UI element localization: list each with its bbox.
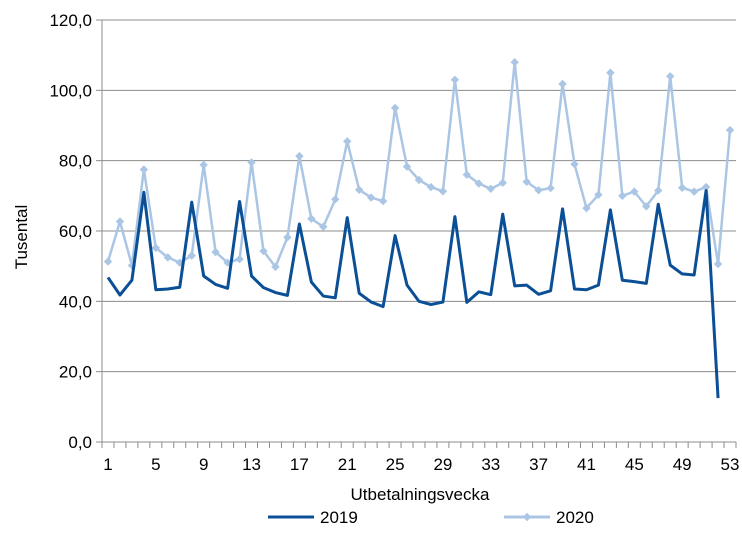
x-tick-label: 29: [433, 455, 452, 474]
legend-label: 2019: [320, 508, 358, 527]
y-tick-label: 0,0: [68, 433, 92, 452]
data-point: [402, 162, 412, 171]
x-tick-label: 45: [625, 455, 644, 474]
data-point: [642, 202, 651, 211]
data-point: [331, 195, 340, 204]
data-point: [666, 72, 675, 81]
data-point: [139, 165, 149, 174]
data-point: [618, 191, 627, 201]
legend-item-2020: 2020: [504, 508, 594, 527]
legend-marker: [522, 512, 532, 522]
data-point: [654, 186, 663, 195]
x-tick-label: 53: [721, 455, 740, 474]
data-point: [271, 262, 280, 272]
data-point: [450, 75, 460, 84]
data-point: [163, 253, 172, 262]
data-point: [319, 222, 328, 231]
data-point: [570, 159, 579, 169]
data-point: [474, 179, 484, 188]
data-point: [199, 160, 208, 170]
y-axis-title: Tusental: [12, 205, 31, 270]
data-point: [582, 203, 591, 213]
data-point: [187, 251, 196, 260]
data-point: [211, 247, 220, 257]
data-point: [247, 158, 256, 167]
data-point: [510, 58, 519, 67]
legend-item-2019: 2019: [268, 508, 358, 527]
data-point: [462, 170, 472, 179]
y-tick-label: 80,0: [59, 152, 92, 171]
data-point: [390, 103, 400, 113]
y-tick-label: 20,0: [59, 363, 92, 382]
data-point: [378, 196, 388, 206]
series-2020: [103, 58, 735, 272]
gridlines: [102, 19, 736, 373]
data-point: [558, 79, 567, 89]
x-tick-label: 9: [199, 455, 208, 474]
data-point: [677, 183, 687, 192]
y-tick-label: 60,0: [59, 222, 92, 241]
x-tick-label: 17: [290, 455, 309, 474]
legend: 2019 2020: [268, 508, 594, 527]
data-point: [426, 182, 436, 192]
data-point: [630, 187, 639, 196]
data-point: [486, 184, 495, 193]
data-point: [701, 182, 711, 192]
data-point: [307, 214, 316, 223]
x-tick-label: 5: [151, 455, 160, 474]
data-point: [725, 125, 735, 135]
data-point: [594, 190, 603, 199]
data-point: [498, 178, 507, 188]
x-tick-label: 13: [242, 455, 261, 474]
x-tick-label: 49: [673, 455, 692, 474]
series-line-2019: [106, 189, 720, 399]
x-tick-label: 41: [577, 455, 596, 474]
x-tick-label: 37: [529, 455, 548, 474]
data-point: [522, 177, 531, 186]
legend-label: 2020: [556, 508, 594, 527]
data-point: [366, 193, 376, 202]
data-point: [713, 259, 723, 269]
data-point: [606, 68, 615, 77]
data-point: [295, 151, 304, 161]
y-tick-label: 120,0: [49, 11, 92, 30]
data-point: [414, 175, 424, 185]
data-point: [259, 246, 268, 256]
data-point: [103, 257, 113, 266]
data-point: [343, 137, 352, 146]
data-point: [546, 183, 555, 193]
series-2019: [106, 189, 720, 399]
data-point: [283, 233, 292, 242]
data-point: [438, 187, 448, 196]
data-point: [534, 186, 543, 195]
data-point: [354, 185, 364, 195]
x-tick-label: 33: [481, 455, 500, 474]
y-tick-label: 40,0: [59, 292, 92, 311]
x-axis-title: Utbetalningsvecka: [351, 485, 490, 504]
x-tick-label: 21: [338, 455, 357, 474]
data-point: [235, 254, 244, 264]
data-point: [689, 187, 699, 196]
x-tick-label: 25: [386, 455, 405, 474]
y-tick-label: 100,0: [49, 81, 92, 100]
axes: 0,0 20,0 40,0 60,0 80,0 100,0 120,0 1 5 9 13 17 21 25…: [49, 11, 739, 474]
x-tick-label: 1: [103, 455, 112, 474]
data-point: [151, 243, 161, 253]
series: [103, 58, 735, 399]
data-point: [115, 217, 125, 226]
